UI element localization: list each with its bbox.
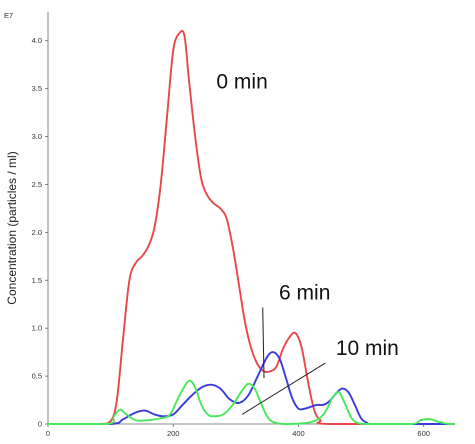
x-tick-label: 200 (167, 429, 180, 438)
y-tick-label: 0.5 (32, 372, 42, 381)
y-tick-label: 2.0 (32, 228, 42, 237)
y-axis-title: Concentration (particles / ml) (5, 151, 19, 304)
annotation-label: 10 min (336, 337, 399, 360)
x-tick-label: 400 (292, 429, 305, 438)
x-tick-label: 600 (417, 429, 430, 438)
y-tick-label: 0 (38, 420, 42, 429)
y-tick-label: 3.0 (32, 132, 42, 141)
y-tick-label: 4.0 (32, 36, 42, 45)
series-line-2 (48, 351, 455, 425)
y-multiplier-label: E7 (4, 11, 13, 20)
y-tick-label: 1.0 (32, 324, 42, 333)
series-line-3 (48, 379, 455, 425)
series-line-1 (48, 29, 455, 425)
y-tick-label: 2.5 (32, 180, 42, 189)
annotation-leader-line (262, 307, 265, 379)
x-tick-label: 0 (46, 429, 50, 438)
annotations: 0 min 6 min 10 min (216, 71, 399, 415)
annotation-label: 6 min (279, 281, 330, 304)
annotation-label: 0 min (216, 71, 267, 94)
y-tick-label: 3.5 (32, 84, 42, 93)
y-tick-label: 1.5 (32, 276, 42, 285)
annotation-leader-line (241, 362, 326, 415)
series-layer (48, 29, 455, 425)
